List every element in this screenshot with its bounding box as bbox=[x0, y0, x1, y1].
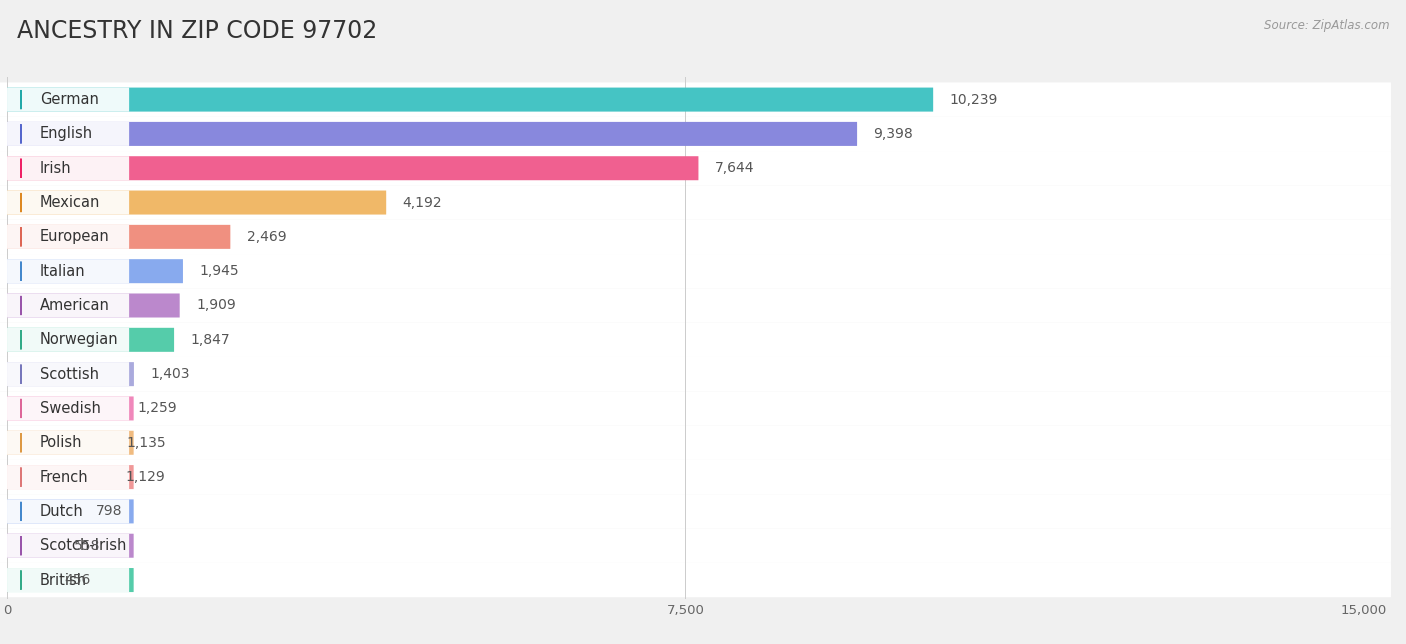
FancyBboxPatch shape bbox=[7, 191, 387, 214]
Text: Mexican: Mexican bbox=[39, 195, 100, 210]
Text: German: German bbox=[39, 92, 98, 107]
Text: 1,945: 1,945 bbox=[200, 264, 239, 278]
Text: 1,129: 1,129 bbox=[125, 470, 165, 484]
Text: Scottish: Scottish bbox=[39, 366, 98, 382]
FancyBboxPatch shape bbox=[0, 392, 1391, 426]
FancyBboxPatch shape bbox=[0, 460, 1391, 494]
FancyBboxPatch shape bbox=[7, 534, 129, 558]
FancyBboxPatch shape bbox=[7, 499, 129, 524]
FancyBboxPatch shape bbox=[7, 156, 129, 180]
FancyBboxPatch shape bbox=[7, 88, 129, 111]
Text: British: British bbox=[39, 573, 87, 587]
Text: Scotch-Irish: Scotch-Irish bbox=[39, 538, 127, 553]
FancyBboxPatch shape bbox=[7, 191, 129, 214]
FancyBboxPatch shape bbox=[7, 362, 129, 386]
FancyBboxPatch shape bbox=[7, 294, 129, 317]
FancyBboxPatch shape bbox=[7, 499, 134, 524]
Text: 1,403: 1,403 bbox=[150, 367, 190, 381]
FancyBboxPatch shape bbox=[0, 323, 1391, 357]
Text: Polish: Polish bbox=[39, 435, 83, 450]
FancyBboxPatch shape bbox=[0, 426, 1391, 460]
Text: 1,135: 1,135 bbox=[127, 436, 166, 450]
FancyBboxPatch shape bbox=[7, 259, 183, 283]
Text: 456: 456 bbox=[65, 573, 91, 587]
Text: 1,259: 1,259 bbox=[138, 401, 177, 415]
FancyBboxPatch shape bbox=[7, 294, 180, 317]
FancyBboxPatch shape bbox=[7, 122, 858, 146]
FancyBboxPatch shape bbox=[0, 151, 1391, 185]
FancyBboxPatch shape bbox=[7, 225, 129, 249]
Text: American: American bbox=[39, 298, 110, 313]
FancyBboxPatch shape bbox=[7, 362, 134, 386]
FancyBboxPatch shape bbox=[0, 563, 1391, 597]
FancyBboxPatch shape bbox=[7, 397, 134, 421]
Text: ANCESTRY IN ZIP CODE 97702: ANCESTRY IN ZIP CODE 97702 bbox=[17, 19, 377, 43]
Text: French: French bbox=[39, 469, 89, 484]
FancyBboxPatch shape bbox=[0, 220, 1391, 254]
Text: English: English bbox=[39, 126, 93, 142]
FancyBboxPatch shape bbox=[7, 431, 134, 455]
Text: Italian: Italian bbox=[39, 263, 86, 279]
FancyBboxPatch shape bbox=[7, 328, 129, 352]
FancyBboxPatch shape bbox=[7, 259, 129, 283]
Text: 558: 558 bbox=[73, 539, 100, 553]
Text: 798: 798 bbox=[96, 504, 122, 518]
FancyBboxPatch shape bbox=[0, 117, 1391, 151]
FancyBboxPatch shape bbox=[7, 122, 129, 146]
FancyBboxPatch shape bbox=[7, 225, 231, 249]
FancyBboxPatch shape bbox=[0, 357, 1391, 392]
Text: 7,644: 7,644 bbox=[714, 161, 754, 175]
FancyBboxPatch shape bbox=[7, 465, 134, 489]
Text: 10,239: 10,239 bbox=[949, 93, 998, 107]
FancyBboxPatch shape bbox=[7, 431, 129, 455]
Text: 1,847: 1,847 bbox=[190, 333, 231, 347]
Text: Norwegian: Norwegian bbox=[39, 332, 118, 347]
FancyBboxPatch shape bbox=[0, 82, 1391, 117]
Text: 9,398: 9,398 bbox=[873, 127, 912, 141]
Text: 4,192: 4,192 bbox=[402, 196, 441, 209]
FancyBboxPatch shape bbox=[7, 156, 699, 180]
FancyBboxPatch shape bbox=[7, 328, 174, 352]
FancyBboxPatch shape bbox=[0, 289, 1391, 323]
FancyBboxPatch shape bbox=[0, 494, 1391, 529]
Text: Swedish: Swedish bbox=[39, 401, 101, 416]
Text: European: European bbox=[39, 229, 110, 244]
FancyBboxPatch shape bbox=[7, 568, 134, 592]
Text: Source: ZipAtlas.com: Source: ZipAtlas.com bbox=[1264, 19, 1389, 32]
FancyBboxPatch shape bbox=[7, 397, 129, 421]
FancyBboxPatch shape bbox=[7, 465, 129, 489]
Text: 2,469: 2,469 bbox=[246, 230, 287, 244]
FancyBboxPatch shape bbox=[0, 529, 1391, 563]
FancyBboxPatch shape bbox=[7, 534, 134, 558]
FancyBboxPatch shape bbox=[0, 185, 1391, 220]
FancyBboxPatch shape bbox=[7, 568, 129, 592]
Text: 1,909: 1,909 bbox=[195, 299, 236, 312]
FancyBboxPatch shape bbox=[7, 88, 934, 111]
Text: Dutch: Dutch bbox=[39, 504, 84, 519]
Text: Irish: Irish bbox=[39, 161, 72, 176]
FancyBboxPatch shape bbox=[0, 254, 1391, 289]
